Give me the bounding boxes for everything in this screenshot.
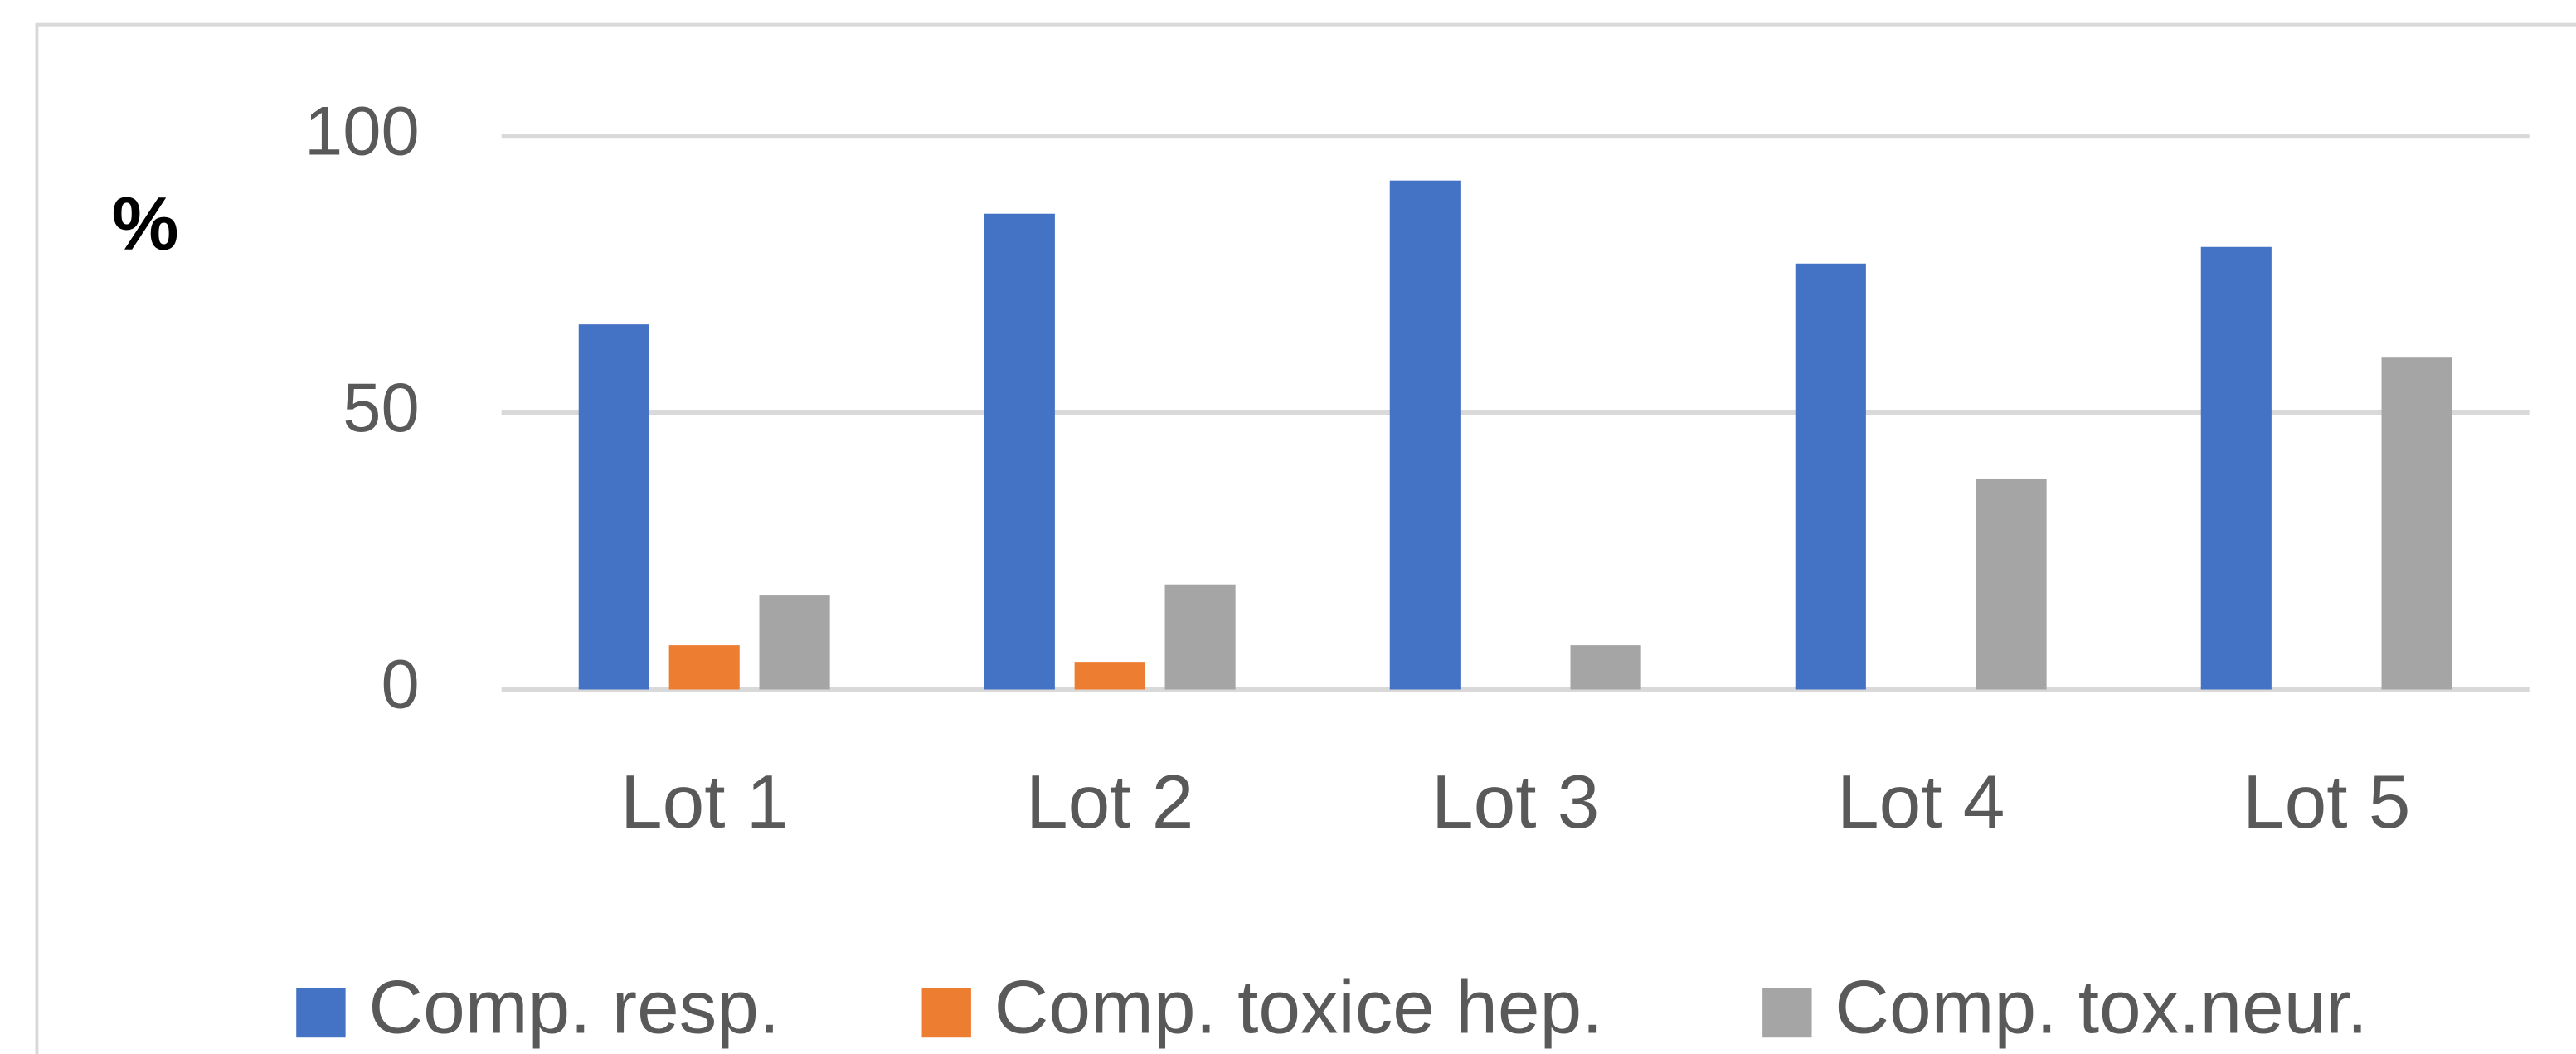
x-tick-label: Lot 2: [1026, 760, 1194, 844]
bar: [668, 645, 740, 690]
legend-label: Comp. resp.: [368, 966, 780, 1050]
bar: [2381, 357, 2452, 690]
bar: [759, 595, 830, 690]
bar: [2200, 246, 2272, 690]
bar: [984, 213, 1055, 690]
bar: [578, 324, 649, 690]
y-tick-label: 100: [304, 92, 420, 169]
x-tick-label: Lot 3: [1431, 760, 1600, 844]
legend-swatch: [921, 988, 971, 1038]
x-tick-label: Lot 5: [2243, 760, 2411, 844]
legend-swatch: [1762, 988, 1812, 1038]
bar: [1074, 662, 1145, 690]
bar: [1570, 645, 1641, 690]
x-tick-label: Lot 1: [620, 760, 789, 844]
bar: [1164, 584, 1236, 690]
legend-swatch: [296, 988, 346, 1038]
y-axis-label: %: [112, 182, 179, 266]
bar: [1795, 263, 1866, 690]
y-tick-label: 50: [343, 369, 419, 446]
x-tick-label: Lot 4: [1837, 760, 2005, 844]
y-tick-label: 0: [381, 645, 419, 722]
legend-label: Comp. tox.neur.: [1835, 966, 2368, 1050]
chart-frame: [35, 22, 2576, 1054]
bar: [1389, 180, 1461, 690]
legend-label: Comp. toxice hep.: [994, 966, 1603, 1050]
bar: [1976, 478, 2047, 690]
